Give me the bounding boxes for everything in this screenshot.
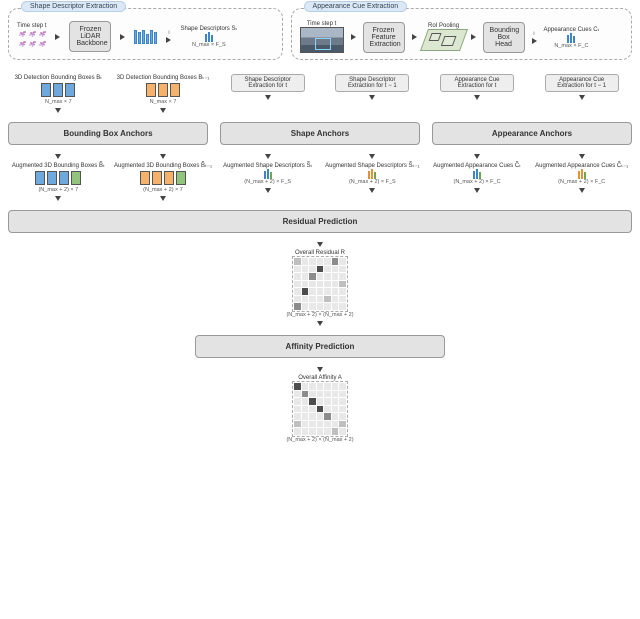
anchors-row: Bounding Box Anchors Shape Anchors Appea… <box>8 116 632 151</box>
input-bb-tm1-title: 3D Detection Bounding Boxes Bₜ₋₁ <box>117 74 210 81</box>
aug-ac-tm1-dim: (N_max + 2) × F_C <box>558 179 605 185</box>
appearance-anchors-box: Appearance Anchors <box>432 122 632 145</box>
camera-image-icon <box>300 27 344 53</box>
arrow-down-icon <box>160 196 166 201</box>
arrow-down-icon <box>317 321 323 326</box>
shape-output-col: Shape Descriptors Sₜ N_max × F_S <box>180 25 237 48</box>
affinity-output: Overall Affinity A (N_max + 2) × (N_max … <box>8 364 632 443</box>
lidar-pointcloud-icon <box>18 29 46 51</box>
aug-ac-tm1-title: Augmented Appearance Cues C̃ₜ₋₁ <box>535 162 628 169</box>
arrow-down-icon <box>579 188 585 193</box>
arrow-down-icon <box>317 242 323 247</box>
bars-orange-green-icon <box>368 169 376 179</box>
arrow-down-icon <box>55 108 61 113</box>
bb-anchors-box: Bounding Box Anchors <box>8 122 208 145</box>
aug-ac-t-dim: (N_max + 2) × F_C <box>453 179 500 185</box>
cubes-blue-green-icon <box>35 171 81 185</box>
bars-blue-green-icon <box>264 169 272 179</box>
shape-panel-title: Shape Descriptor Extraction <box>21 1 126 12</box>
arrow-down-icon <box>55 196 61 201</box>
lidar-backbone-box: Frozen LiDAR Backbone <box>69 21 111 52</box>
arrow-down-icon <box>265 188 271 193</box>
arrow-down-icon <box>579 95 585 100</box>
arrow-down-icon <box>474 188 480 193</box>
aug-sd-t-title: Augmented Shape Descriptors S̃ₜ <box>223 162 312 169</box>
residual-matrix-icon <box>292 256 348 312</box>
arrow-down-icon <box>579 154 585 159</box>
arrow-down-icon <box>55 154 61 159</box>
cubes-blue-icon <box>41 83 75 97</box>
aug-sd-tm1-dim: (N_max + 2) × F_S <box>349 179 396 185</box>
shape-output-bars-icon <box>205 32 213 42</box>
aug-bb-t-title: Augmented 3D Bounding Boxes B̃ₜ <box>12 162 105 169</box>
arrow-down-icon <box>160 154 166 159</box>
arrow-down-icon <box>265 154 271 159</box>
arrow-down-icon <box>474 95 480 100</box>
input-ac-t-box: Appearance Cue Extraction for t <box>440 74 514 92</box>
input-bb-t-title: 3D Detection Bounding Boxes Bₜ <box>15 74 103 81</box>
shape-timestep: Time step t <box>17 23 46 51</box>
arrow-icon <box>532 38 537 44</box>
appearance-output-label: Appearance Cues Cₜ <box>544 26 600 33</box>
appearance-index-label: i <box>533 31 534 37</box>
cubes-orange-icon <box>146 83 180 97</box>
input-bb-t-dim: N_max × 7 <box>45 99 72 105</box>
affinity-output-dim: (N_max + 2) × (N_max + 2) <box>286 437 353 443</box>
top-panels: Shape Descriptor Extraction Time step t … <box>8 8 632 60</box>
arrow-icon <box>166 37 171 43</box>
appearance-panel: Appearance Cue Extraction Time step t Fr… <box>291 8 632 60</box>
arrow-down-icon <box>369 154 375 159</box>
arrow-icon <box>471 34 476 40</box>
shape-output: i <box>163 30 174 43</box>
arrow-icon <box>351 34 356 40</box>
shape-anchors-box: Shape Anchors <box>220 122 420 145</box>
residual-output: Overall Residual R (N_max + 2) × (N_max … <box>8 239 632 329</box>
arrow-down-icon <box>160 108 166 113</box>
shape-output-dim: N_max × F_S <box>192 42 226 48</box>
appearance-output: Appearance Cues Cₜ N_max × F_C <box>544 26 600 49</box>
arrow-down-icon <box>265 95 271 100</box>
residual-prediction-box: Residual Prediction <box>8 210 632 233</box>
arrow-icon <box>120 34 125 40</box>
feature-extraction-box: Frozen Feature Extraction <box>363 22 405 53</box>
appearance-output-dim: N_max × F_C <box>554 43 588 49</box>
aug-bb-t-dim: (N_max + 2) × 7 <box>38 187 78 193</box>
residual-output-dim: (N_max + 2) × (N_max + 2) <box>286 312 353 318</box>
appearance-output-bars-icon <box>567 33 575 43</box>
cubes-orange-green-icon <box>140 171 186 185</box>
aug-bb-tm1-dim: (N_max + 2) × 7 <box>143 187 183 193</box>
feature-bars-icon <box>134 30 157 44</box>
affinity-prediction-box: Affinity Prediction <box>195 335 445 358</box>
aug-sd-tm1-title: Augmented Shape Descriptors S̃ₜ₋₁ <box>325 162 419 169</box>
appearance-timestep: Time step t <box>300 21 344 53</box>
shape-panel: Shape Descriptor Extraction Time step t … <box>8 8 283 60</box>
arrow-down-icon <box>317 367 323 372</box>
input-ac-tm1-box: Appearance Cue Extraction for t − 1 <box>545 74 619 92</box>
aug-sd-t-dim: (N_max + 2) × F_S <box>244 179 291 185</box>
lidar-feature-stack <box>134 30 157 44</box>
arrow-down-icon <box>369 95 375 100</box>
affinity-matrix-icon <box>292 381 348 437</box>
bars-blue-green-icon <box>473 169 481 179</box>
augmented-row: Augmented 3D Bounding Boxes B̃ₜ (N_max +… <box>8 151 632 204</box>
roi-pooling: RoI Pooling <box>424 23 464 51</box>
input-bb-tm1-dim: N_max × 7 <box>150 99 177 105</box>
input-sd-tm1-box: Shape Descriptor Extraction for t − 1 <box>335 74 409 92</box>
arrow-icon <box>55 34 60 40</box>
aug-bb-tm1-title: Augmented 3D Bounding Boxes B̃ₜ₋₁ <box>114 162 212 169</box>
inputs-row: 3D Detection Bounding Boxes Bₜ N_max × 7… <box>8 74 632 116</box>
input-sd-t-box: Shape Descriptor Extraction for t <box>231 74 305 92</box>
feature-plane-icon <box>420 29 468 51</box>
bb-head-box: Bounding Box Head <box>483 22 525 53</box>
shape-output-label: Shape Descriptors Sₜ <box>180 25 237 32</box>
arrow-down-icon <box>369 188 375 193</box>
aug-ac-t-title: Augmented Appearance Cues C̃ₜ <box>433 162 521 169</box>
arrow-icon <box>412 34 417 40</box>
shape-index-label: i <box>168 30 169 36</box>
appearance-panel-title: Appearance Cue Extraction <box>304 1 408 12</box>
arrow-down-icon <box>474 154 480 159</box>
bars-orange-green-icon <box>578 169 586 179</box>
